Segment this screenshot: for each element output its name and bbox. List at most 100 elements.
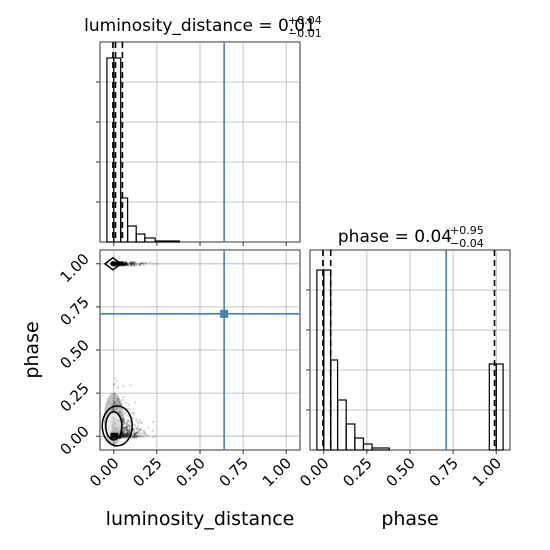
scatter-point (126, 429, 129, 432)
scatter-point (155, 262, 158, 266)
scatter-point (113, 401, 116, 405)
scatter-point (121, 261, 124, 265)
scatter-point (132, 427, 135, 430)
histogram-bar (154, 240, 180, 243)
scatter-point (133, 432, 136, 436)
scatter-point (129, 260, 133, 264)
scatter-point (135, 435, 138, 438)
scatter-point (131, 411, 134, 415)
scatter-point (113, 396, 117, 399)
scatter-point (141, 262, 145, 266)
scatter-point (124, 262, 127, 266)
scatter-point (121, 432, 125, 435)
scatter-point (113, 401, 116, 404)
scatter-point (115, 261, 118, 265)
scatter-point (133, 431, 136, 434)
scatter-point (125, 421, 129, 425)
scatter-point (122, 434, 125, 437)
scatter-point (115, 262, 118, 266)
scatter-point (132, 436, 136, 439)
scatter-point (128, 430, 132, 433)
scatter-point (129, 384, 132, 387)
scatter-point (128, 261, 132, 265)
scatter-point (125, 262, 129, 265)
scatter-point (130, 263, 133, 266)
scatter-point (133, 434, 136, 438)
scatter-point (152, 262, 155, 266)
scatter-point (125, 434, 128, 437)
scatter-point (126, 434, 129, 438)
scatter-point (144, 433, 147, 436)
scatter-point (122, 427, 126, 430)
scatter-point (124, 434, 127, 437)
scatter-point (111, 403, 114, 407)
scatter-point (122, 435, 126, 438)
x-tick-labels: 0.00 0.25 0.50 0.75 1.00 (86, 450, 295, 490)
scatter-point (127, 433, 131, 436)
scatter-point (123, 261, 126, 264)
scatter-point (130, 435, 134, 439)
scatter-point (134, 433, 137, 436)
histogram-bar (362, 443, 373, 451)
scatter-point (132, 428, 135, 432)
x-tick-label: 0.75 (426, 454, 462, 490)
histogram-bar (144, 237, 156, 243)
title-main: luminosity_distance = 0.01 (84, 16, 316, 36)
scatter-point (124, 433, 127, 437)
scatter-point (134, 261, 137, 264)
y-tick-label: 1.00 (56, 250, 92, 286)
title-subscript: −0.01 (288, 27, 322, 40)
y-tick-labels: 0.00 0.25 0.50 0.75 1.00 (56, 250, 100, 459)
scatter-point (118, 411, 121, 414)
scatter-point (124, 261, 128, 264)
scatter-point (122, 420, 126, 424)
scatter-point (121, 431, 124, 435)
scatter-point (149, 260, 152, 264)
scatter-point (121, 264, 125, 267)
scatter-point (116, 399, 119, 402)
scatter-point (130, 261, 133, 265)
scatter-point (123, 427, 126, 431)
scatter-point (136, 431, 139, 434)
scatter-point (124, 426, 127, 430)
histogram-bar (371, 447, 390, 451)
scatter-point (122, 432, 126, 436)
scatter-point (116, 262, 119, 265)
scatter-point (124, 261, 128, 265)
scatter-point (124, 433, 127, 437)
scatter-point (124, 261, 128, 264)
scatter-point (122, 422, 125, 425)
scatter-point (115, 262, 118, 266)
scatter-point (118, 403, 122, 406)
scatter-point (137, 430, 140, 433)
scatter-point (139, 262, 142, 265)
y-axis-label: phase (21, 321, 43, 378)
x-tick-label: 0.50 (382, 454, 418, 490)
scatter-point (125, 435, 128, 438)
scatter-point (122, 418, 125, 422)
scatter-point (120, 435, 123, 438)
scatter-point (125, 433, 129, 436)
scatter-point (115, 262, 119, 265)
scatter-point (121, 426, 125, 430)
phase-title-subscript: −0.04 (450, 237, 484, 250)
scatter-point (138, 428, 141, 431)
scatter-point (138, 263, 142, 267)
scatter-point (132, 435, 135, 439)
scatter-point (131, 435, 135, 439)
scatter-point (122, 420, 125, 424)
scatter-point (128, 430, 131, 434)
scatter-point (124, 261, 127, 264)
scatter-point (134, 433, 138, 437)
x-tick-label: 0.75 (216, 454, 252, 490)
scatter-point (122, 426, 125, 430)
scatter-point (131, 261, 134, 265)
scatter-point (115, 262, 119, 266)
scatter-point (126, 431, 129, 434)
scatter-point (123, 431, 126, 434)
scatter-point (126, 433, 129, 436)
scatter-point (122, 261, 125, 264)
quantile-lines (112, 42, 124, 242)
scatter-point (122, 263, 126, 266)
